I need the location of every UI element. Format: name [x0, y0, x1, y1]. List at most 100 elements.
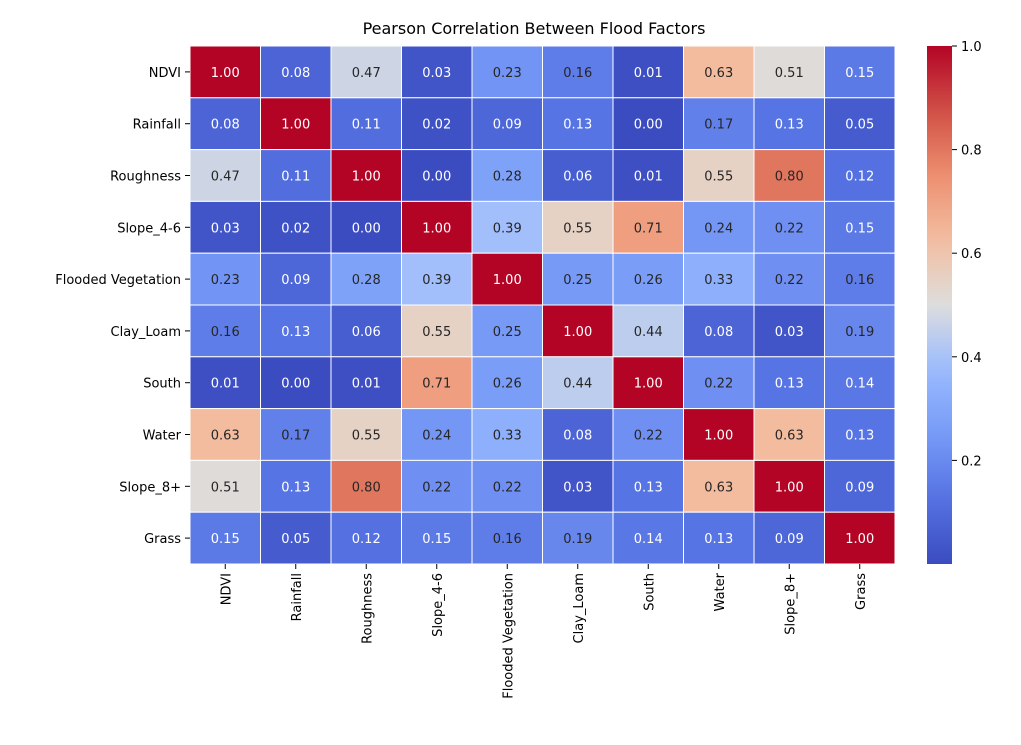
- cell-value-label: 0.13: [563, 118, 592, 133]
- heatmap-cell: [683, 511, 755, 565]
- cell-value-label: 1.00: [563, 325, 592, 340]
- heatmap-cell: [753, 252, 825, 306]
- cell-value-label: 0.55: [563, 221, 592, 236]
- cell-value-label: 0.13: [845, 429, 874, 444]
- heatmap-cell: [612, 200, 684, 254]
- cell-value-label: 0.11: [352, 118, 381, 133]
- heatmap-cell: [824, 252, 896, 306]
- row-label: Roughness: [110, 170, 181, 185]
- cell-value-label: 0.09: [493, 118, 522, 133]
- cell-value-label: 0.01: [211, 377, 240, 392]
- cell-value-label: 0.39: [493, 221, 522, 236]
- heatmap-cell: [189, 356, 261, 410]
- heatmap-cell: [753, 459, 825, 513]
- cell-value-label: 0.00: [281, 377, 310, 392]
- heatmap-cell: [683, 45, 755, 99]
- heatmap-cell: [471, 408, 543, 461]
- row-label: Water: [143, 429, 182, 444]
- cell-value-label: 0.22: [422, 480, 451, 495]
- cell-value-label: 0.15: [845, 66, 874, 81]
- heatmap-cell: [542, 408, 614, 461]
- cell-value-label: 0.47: [352, 66, 381, 81]
- chart-title: Pearson Correlation Between Flood Factor…: [363, 19, 706, 38]
- cell-value-label: 1.00: [634, 377, 663, 392]
- cell-value-label: 0.13: [775, 377, 804, 392]
- heatmap-cell: [189, 45, 261, 99]
- cell-value-label: 0.44: [563, 377, 592, 392]
- heatmap-cell: [330, 304, 402, 358]
- cell-value-label: 0.51: [775, 66, 804, 81]
- heatmap-cell: [401, 459, 473, 513]
- cell-value-label: 0.63: [704, 480, 733, 495]
- cell-value-label: 0.01: [634, 66, 663, 81]
- row-label: Clay_Loam: [111, 325, 181, 340]
- cell-value-label: 0.22: [634, 429, 663, 444]
- heatmap-cell: [824, 408, 896, 461]
- cell-value-label: 1.00: [422, 221, 451, 236]
- cell-value-label: 0.12: [845, 170, 874, 185]
- cell-value-label: 0.08: [281, 66, 310, 81]
- cell-value-label: 0.19: [845, 325, 874, 340]
- heatmap-cell: [824, 511, 896, 565]
- heatmap-cell: [189, 511, 261, 565]
- heatmap-cell: [471, 252, 543, 306]
- cell-value-label: 0.03: [422, 66, 451, 81]
- heatmap-cell: [683, 97, 755, 151]
- heatmap-cell: [824, 45, 896, 99]
- row-label: Grass: [144, 532, 181, 547]
- cell-value-label: 0.44: [634, 325, 663, 340]
- cell-value-label: 0.00: [422, 170, 451, 185]
- heatmap-cell: [612, 252, 684, 306]
- cell-value-label: 0.71: [634, 221, 663, 236]
- heatmap-cell: [260, 45, 332, 99]
- cell-value-label: 0.24: [704, 221, 733, 236]
- colorbar-tick-label: 0.6: [961, 247, 982, 262]
- heatmap-cell: [189, 200, 261, 254]
- cell-value-label: 0.09: [775, 532, 804, 547]
- cell-value-label: 0.06: [352, 325, 381, 340]
- cell-value-label: 0.13: [281, 325, 310, 340]
- heatmap-cell: [683, 356, 755, 410]
- heatmap-cell: [612, 408, 684, 461]
- heatmap-cell: [330, 45, 402, 99]
- cell-value-label: 0.17: [704, 118, 733, 133]
- cell-value-label: 0.47: [211, 170, 240, 185]
- cell-value-label: 0.15: [845, 221, 874, 236]
- cell-value-label: 0.63: [775, 429, 804, 444]
- cell-value-label: 0.16: [493, 532, 522, 547]
- cell-value-label: 0.14: [634, 532, 663, 547]
- cell-value-label: 0.03: [775, 325, 804, 340]
- heatmap-cell: [753, 511, 825, 565]
- cell-value-label: 0.14: [845, 377, 874, 392]
- heatmap-cell: [542, 304, 614, 358]
- cell-value-label: 0.80: [775, 170, 804, 185]
- heatmap-cell: [330, 252, 402, 306]
- heatmap-cell: [401, 304, 473, 358]
- heatmap-cell: [260, 252, 332, 306]
- cell-value-label: 0.24: [422, 429, 451, 444]
- column-labels: NDVI Rainfall Roughness Slope_4-6 Flooded Ve…: [219, 564, 869, 699]
- cell-value-label: 0.03: [563, 480, 592, 495]
- heatmap-cell: [753, 356, 825, 410]
- cell-value-label: 0.13: [634, 480, 663, 495]
- column-label: South: [642, 573, 657, 611]
- cell-value-label: 0.22: [493, 480, 522, 495]
- cell-value-label: 0.15: [422, 532, 451, 547]
- heatmap-cell: [401, 356, 473, 410]
- cell-value-label: 0.00: [634, 118, 663, 133]
- heatmap-cell: [542, 200, 614, 254]
- cell-value-label: 0.63: [211, 429, 240, 444]
- heatmap-cell: [471, 304, 543, 358]
- heatmap-cell: [753, 149, 825, 202]
- heatmap-cell: [753, 408, 825, 461]
- heatmap-cell: [612, 149, 684, 202]
- colorbar-gradient: [927, 46, 952, 564]
- heatmap-cell: [542, 356, 614, 410]
- heatmap-cell: [330, 408, 402, 461]
- heatmap-cell: [824, 97, 896, 151]
- cell-value-label: 0.71: [422, 377, 451, 392]
- cell-value-label: 0.08: [704, 325, 733, 340]
- cell-value-label: 0.23: [493, 66, 522, 81]
- row-label: South: [143, 377, 181, 392]
- heatmap-cell: [401, 408, 473, 461]
